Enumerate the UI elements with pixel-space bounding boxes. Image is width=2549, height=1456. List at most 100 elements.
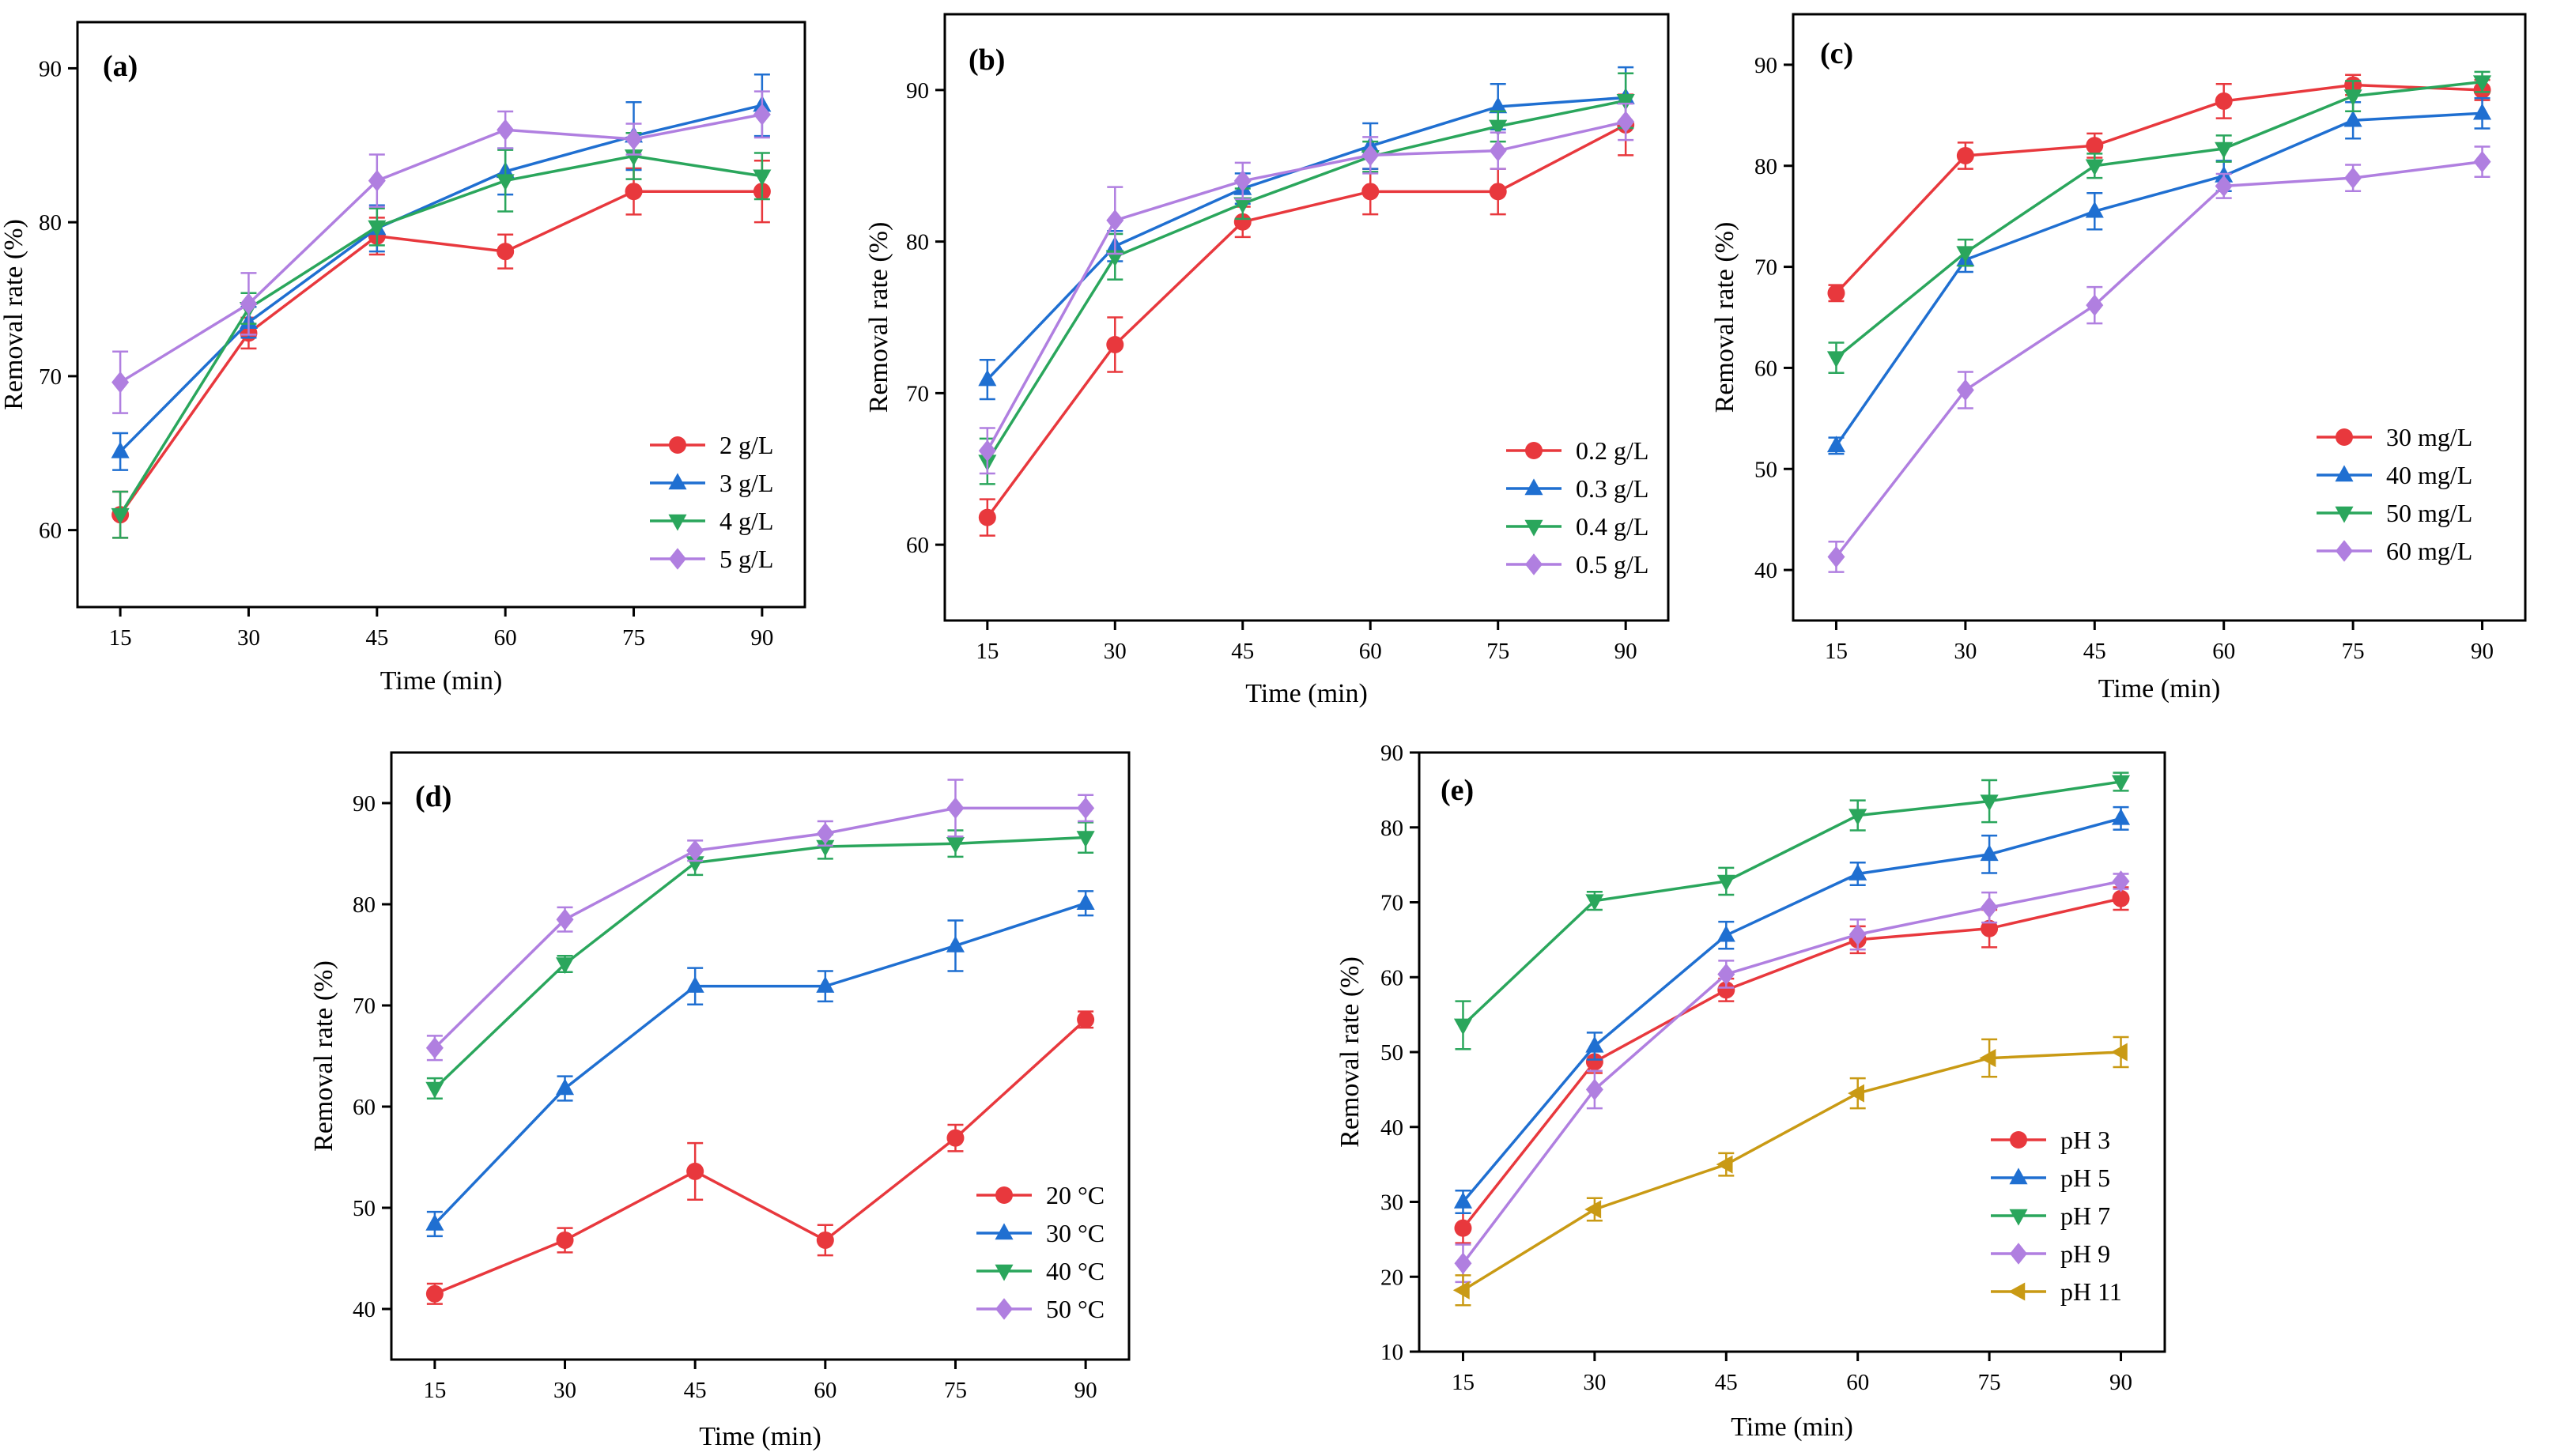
series [1452, 1035, 2129, 1307]
marker-point [2336, 540, 2353, 562]
marker-point [2473, 150, 2491, 173]
y-tick-label: 60 [906, 533, 929, 558]
marker-point [625, 128, 643, 150]
marker-point [1848, 863, 1867, 881]
y-axis-title: Removal rate (%) [0, 219, 28, 410]
marker-point [978, 508, 996, 526]
series-line [1462, 897, 2121, 1229]
plot-frame [390, 751, 1131, 1361]
marker-point [2343, 89, 2362, 107]
legend-label: 4 g/L [719, 507, 773, 535]
y-tick-label: 90 [906, 78, 929, 104]
marker-point [2009, 1167, 2028, 1185]
x-tick-label: 90 [1614, 639, 1637, 664]
series-line [1462, 1051, 2121, 1292]
plot-frame [76, 21, 806, 609]
legend-label: 30 mg/L [2386, 423, 2472, 451]
series-line [119, 104, 763, 453]
marker-point [1585, 1035, 1604, 1053]
marker-point [2472, 103, 2492, 120]
legend-label: 40 °C [1046, 1257, 1105, 1285]
legend-label: 0.4 g/L [1576, 512, 1648, 541]
marker-point [1489, 96, 1508, 114]
legend-label: pH 5 [2060, 1164, 2110, 1192]
series-line [119, 154, 763, 516]
marker-point [1827, 284, 1845, 302]
chart-panel: 15 30 45 60 75 90 40 50 60 70 80 90 Time (min) Remova… [1710, 13, 2527, 703]
x-tick-label: 15 [1452, 1370, 1475, 1395]
series [1454, 886, 2130, 1244]
marker-point [2110, 1043, 2128, 1062]
panel-label: (b) [969, 43, 1005, 77]
legend-label: 0.2 g/L [1576, 436, 1648, 465]
marker-point [1717, 981, 1735, 999]
y-tick-label: 10 [1380, 1340, 1403, 1365]
marker-point [425, 1081, 444, 1099]
marker-point [555, 1078, 575, 1096]
legend-label: 0.3 g/L [1576, 474, 1648, 503]
marker-point [1826, 351, 1846, 368]
series-line [986, 123, 1626, 519]
marker-point [1524, 519, 1543, 537]
marker-point [1979, 1049, 1996, 1068]
marker-point [1106, 336, 1124, 354]
marker-point [1848, 1084, 1864, 1103]
marker-point [686, 839, 704, 862]
series [1453, 771, 2131, 1051]
marker-point [2344, 167, 2362, 189]
marker-point [995, 1223, 1014, 1240]
y-tick-label: 80 [39, 210, 62, 236]
marker-point [1956, 379, 1974, 402]
x-axis-title: Time (min) [699, 1422, 821, 1451]
series-line [119, 113, 763, 384]
panel-label: (a) [103, 50, 138, 83]
x-tick-label: 45 [365, 625, 388, 651]
marker-point [1525, 442, 1543, 459]
y-axis-title: Removal rate (%) [1335, 956, 1365, 1148]
x-tick-label: 75 [1978, 1370, 2001, 1395]
y-tick-label: 80 [906, 230, 929, 255]
marker-point [1981, 919, 1999, 937]
marker-point [497, 243, 515, 261]
x-axis-title: Time (min) [1245, 679, 1368, 708]
y-tick-label: 80 [1754, 154, 1777, 179]
marker-point [686, 1162, 704, 1180]
marker-point [995, 1264, 1014, 1281]
marker-point [978, 369, 997, 387]
marker-point [2086, 294, 2104, 316]
marker-point [1489, 183, 1507, 201]
x-tick-label: 60 [1846, 1370, 1869, 1395]
y-tick-label: 50 [1380, 1040, 1403, 1066]
marker-point [995, 1186, 1013, 1204]
x-tick-label: 90 [750, 625, 773, 651]
marker-point [1453, 1018, 1473, 1035]
series [111, 73, 772, 471]
marker-point [2008, 1282, 2026, 1301]
plot-frame [1418, 751, 2166, 1353]
x-tick-label: 75 [1486, 639, 1509, 664]
series [111, 90, 771, 414]
marker-point [946, 797, 965, 820]
series [978, 72, 1635, 485]
panel-label: (d) [415, 780, 451, 813]
marker-point [2215, 141, 2234, 159]
x-tick-label: 90 [2471, 639, 2494, 664]
plot-frame [943, 13, 1670, 622]
marker-point [2111, 775, 2131, 792]
y-tick-label: 40 [1754, 558, 1777, 583]
marker-point [1233, 197, 1252, 214]
x-tick-label: 15 [976, 639, 999, 664]
marker-point [669, 436, 686, 454]
legend-label: 0.5 g/L [1576, 550, 1648, 579]
chart-panel: 15 30 45 60 75 90 40 50 60 70 80 90 Time (min) Remova… [309, 751, 1131, 1451]
series [1453, 805, 2131, 1214]
marker-point [1980, 794, 1999, 812]
marker-point [1489, 139, 1507, 162]
y-tick-label: 60 [39, 519, 62, 544]
chart-panel: 15 30 45 60 75 90 60 70 80 90 Time (min) Removal ra… [864, 13, 1670, 708]
marker-point [1956, 146, 1974, 164]
series-line [433, 806, 1086, 1050]
marker-point [368, 169, 386, 192]
marker-point [1585, 1053, 1603, 1071]
series-line [1835, 83, 2483, 295]
